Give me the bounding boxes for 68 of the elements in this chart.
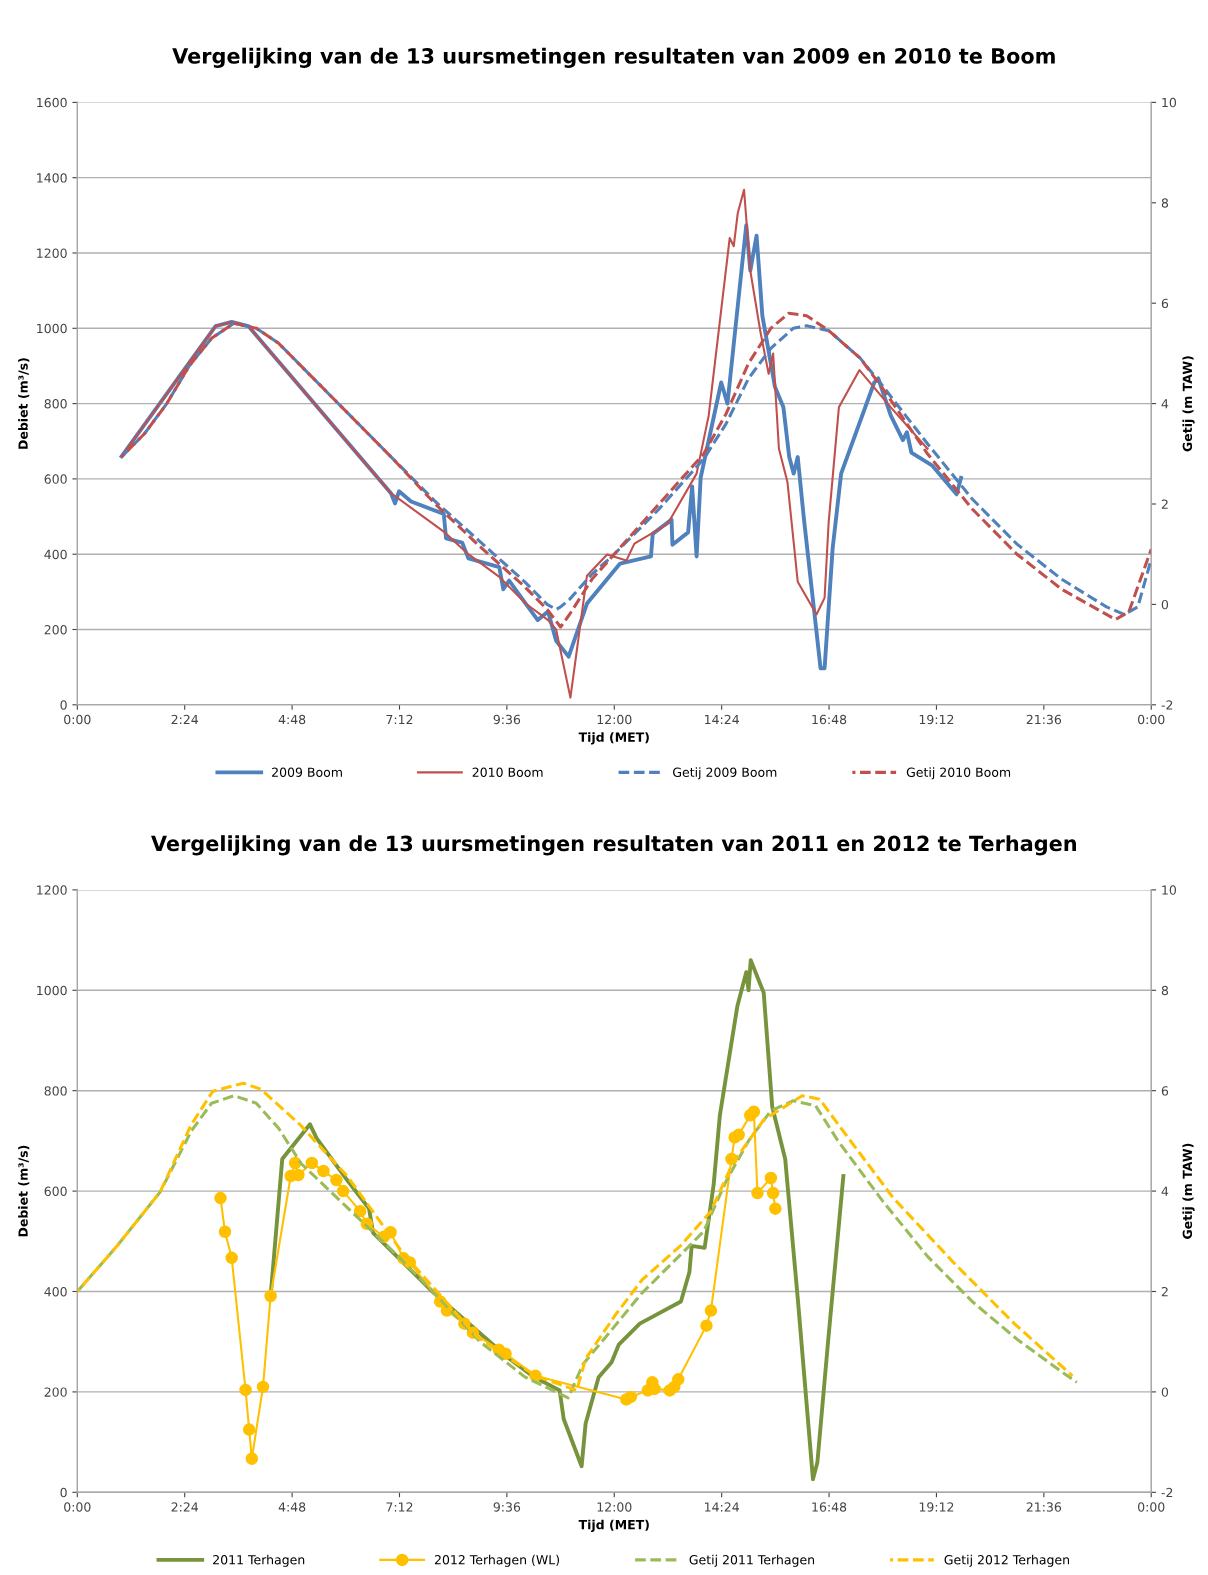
x-tick-label: 7:12 [386, 1502, 413, 1512]
x-tick-label: 16:48 [812, 1502, 847, 1512]
chart-title: Vergelijking van de 13 uursmetingen resultaten van 2011 en 2012 te Terhagen [151, 835, 1076, 856]
y-axis-title: Debiet (m³/s) [18, 358, 30, 449]
x-tick-label: 19:12 [919, 714, 954, 725]
y-tick-label: 800 [44, 399, 67, 409]
x-tick-label: 2:24 [171, 1502, 199, 1512]
y-tick-label: 1600 [37, 97, 67, 108]
y-tick-label: 1000 [37, 985, 67, 996]
y-tick-label: 200 [44, 1387, 67, 1397]
x-tick-label: 4:48 [278, 714, 306, 725]
y2-tick-label: 2 [1161, 499, 1168, 509]
legend-label: 2010 Boom [472, 767, 543, 777]
y2-tick-label: 4 [1161, 1186, 1169, 1196]
x-tick-label: 0:00 [1138, 714, 1165, 725]
legend-label: Getij 2009 Boom [673, 767, 777, 780]
y-tick-label: 1200 [37, 885, 67, 895]
x-tick-label: 7:12 [386, 714, 413, 725]
legend-label: Getij 2012 Terhagen [944, 1554, 1069, 1567]
y-tick-label: 0 [60, 1487, 67, 1498]
y-tick-label: 200 [44, 624, 67, 635]
y2-tick-label: -2 [1161, 700, 1173, 710]
y-tick-label: 800 [44, 1086, 67, 1096]
x-axis-title: Tijd (MET) [578, 1519, 649, 1532]
x-tick-label: 9:36 [493, 714, 521, 725]
x-tick-label: 14:24 [705, 714, 739, 725]
y2-tick-label: 2 [1161, 1286, 1168, 1297]
y2-axis-title: Getij (m TAW) [1182, 1143, 1195, 1239]
x-tick-label: 0:00 [1138, 1502, 1165, 1512]
x-tick-label: 4:48 [278, 1502, 306, 1512]
legend-label: 2012 Terhagen (WL) [434, 1554, 560, 1567]
x-tick-label: 21:36 [1026, 1502, 1062, 1512]
legend-label: Getij 2011 Terhagen [689, 1554, 815, 1567]
x-tick-label: 12:00 [597, 714, 632, 725]
y-tick-label: 600 [44, 1186, 67, 1197]
y-tick-label: 0 [60, 700, 67, 710]
y2-tick-label: 8 [1161, 198, 1169, 208]
y2-tick-label: 0 [1161, 599, 1169, 610]
x-tick-label: 16:48 [812, 714, 847, 725]
y2-tick-label: 6 [1161, 298, 1169, 309]
x-tick-label: 19:12 [919, 1502, 954, 1512]
y-axis-title: Debiet (m³/s) [18, 1145, 30, 1237]
y-tick-label: 600 [44, 474, 67, 484]
y2-tick-label: 10 [1162, 97, 1177, 108]
y-tick-label: 1200 [37, 248, 67, 258]
x-tick-label: 21:36 [1026, 714, 1062, 725]
legend-label: 2009 Boom [272, 767, 342, 777]
y2-tick-label: 8 [1161, 985, 1169, 996]
y2-tick-label: 6 [1161, 1086, 1169, 1096]
x-tick-label: 0:00 [64, 1502, 91, 1512]
y-tick-label: 1400 [37, 173, 67, 183]
y-tick-label: 400 [44, 1286, 67, 1297]
legend-label: 2011 Terhagen [213, 1554, 305, 1567]
y2-tick-label: 4 [1161, 399, 1169, 409]
x-tick-label: 0:00 [64, 714, 91, 725]
x-tick-label: 9:36 [493, 1502, 521, 1512]
x-axis-title: Tijd (MET) [578, 732, 649, 745]
y2-tick-label: -2 [1161, 1487, 1173, 1498]
x-tick-label: 2:24 [171, 714, 199, 725]
y2-tick-label: 10 [1162, 885, 1177, 895]
chart-title: Vergelijking van de 13 uursmetingen resultaten van 2009 en 2010 te Boom [172, 47, 1055, 68]
y2-tick-label: 0 [1161, 1387, 1169, 1397]
x-tick-label: 14:24 [705, 1502, 739, 1512]
x-tick-label: 12:00 [597, 1502, 632, 1512]
legend-label: Getij 2010 Boom [906, 767, 1011, 780]
y-tick-label: 1000 [37, 323, 67, 334]
y2-axis-title: Getij (m TAW) [1182, 356, 1195, 452]
y-tick-label: 400 [44, 549, 67, 560]
